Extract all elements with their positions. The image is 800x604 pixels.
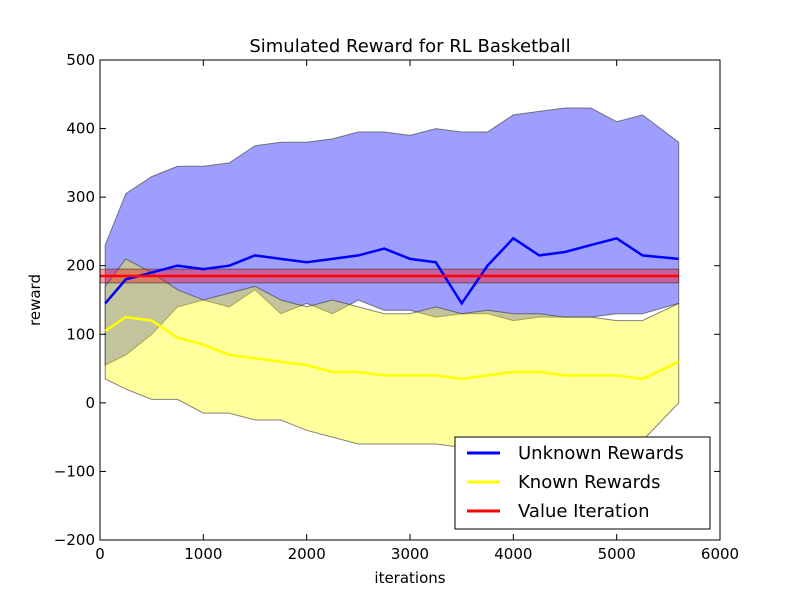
x-tick-label: 0 xyxy=(95,545,105,563)
chart-title: Simulated Reward for RL Basketball xyxy=(249,36,570,57)
x-tick-label: 1000 xyxy=(184,545,222,563)
legend-label: Known Rewards xyxy=(518,472,661,493)
x-tick-label: 5000 xyxy=(598,545,636,563)
y-axis-label: reward xyxy=(26,274,44,326)
y-tick-label: 200 xyxy=(66,257,95,275)
y-tick-label: 0 xyxy=(85,394,95,412)
x-tick-label: 3000 xyxy=(391,545,429,563)
y-tick-label: −200 xyxy=(54,531,95,549)
x-tick-label: 6000 xyxy=(701,545,739,563)
y-tick-label: 300 xyxy=(66,188,95,206)
legend: Unknown Rewards Known Rewards Value Iterat… xyxy=(455,437,710,529)
legend-label: Value Iteration xyxy=(518,501,650,522)
y-tick-label: 500 xyxy=(66,51,95,69)
legend-label: Unknown Rewards xyxy=(518,443,684,464)
x-tick-label: 4000 xyxy=(494,545,532,563)
x-axis-label: iterations xyxy=(374,569,445,587)
y-tick-label: −100 xyxy=(54,462,95,480)
confidence-bands xyxy=(100,108,679,447)
y-tick-label: 100 xyxy=(66,325,95,343)
x-tick-label: 2000 xyxy=(288,545,326,563)
y-tick-label: 400 xyxy=(66,120,95,138)
